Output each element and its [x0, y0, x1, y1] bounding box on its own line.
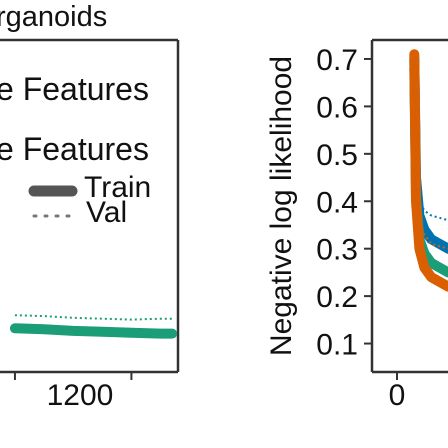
- right-x-tick-label-0: 0: [389, 379, 406, 412]
- right-y-axis-ticks: 0.1 0.2 0.3 0.4 0.5 0.6 0.7: [316, 44, 372, 362]
- right-y-tick-label-0.4: 0.4: [316, 186, 358, 219]
- right-plot-frame: [370, 38, 448, 374]
- left-x-axis-ticks: [13, 372, 133, 380]
- legend-entry-features-1: e Features: [0, 71, 149, 107]
- right-series-4-line: [413, 54, 448, 250]
- right-series-group: [409, 49, 448, 292]
- right-series-1-line: [413, 58, 448, 222]
- right-y-tick-label-0.2: 0.2: [316, 281, 358, 314]
- left-chart-title: rganoids: [0, 1, 107, 33]
- right-series-3-line: [409, 49, 448, 292]
- right-y-tick-label-0.7: 0.7: [316, 44, 358, 77]
- left-series-val-line: [14, 314, 173, 321]
- right-y-tick-label-0.3: 0.3: [316, 234, 358, 267]
- legend-entry-features-2: e Features: [0, 131, 149, 167]
- right-y-tick-label-0.1: 0.1: [316, 329, 358, 362]
- right-y-tick-label-0.6: 0.6: [316, 91, 358, 124]
- left-x-tick-label-1200: 1200: [47, 379, 114, 412]
- left-series-train-line: [9, 323, 178, 339]
- left-series-group: [9, 314, 178, 339]
- right-y-tick-label-0.5: 0.5: [316, 139, 358, 172]
- left-plot-frame: [0, 38, 180, 374]
- legend-train-label: Train: [84, 171, 151, 204]
- legend-val-label: Val: [86, 196, 127, 229]
- right-y-axis-label: Negative log likelihood: [265, 56, 298, 356]
